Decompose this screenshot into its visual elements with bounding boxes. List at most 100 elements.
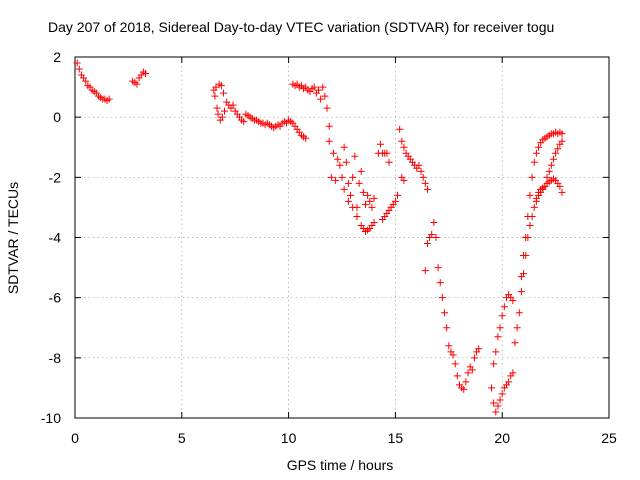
data-point bbox=[428, 230, 436, 238]
data-point bbox=[443, 324, 451, 332]
data-point bbox=[530, 203, 538, 211]
data-point bbox=[218, 113, 226, 121]
data-point bbox=[558, 137, 566, 145]
x-tick-labels: 0 5 10 15 20 25 bbox=[71, 430, 617, 446]
data-point bbox=[321, 92, 329, 100]
data-point bbox=[364, 191, 372, 199]
data-point bbox=[366, 197, 374, 205]
data-point bbox=[492, 408, 500, 416]
data-point bbox=[498, 312, 506, 320]
data-point bbox=[327, 173, 335, 181]
data-point bbox=[436, 279, 444, 287]
x-tick-label: 10 bbox=[281, 430, 297, 446]
data-points bbox=[73, 59, 566, 416]
data-point bbox=[105, 95, 113, 103]
y-tick-label: 0 bbox=[53, 109, 61, 125]
data-point bbox=[417, 167, 425, 175]
x-tick-label: 20 bbox=[494, 430, 510, 446]
data-point bbox=[359, 188, 367, 196]
x-axis-label: GPS time / hours bbox=[287, 457, 394, 473]
data-point bbox=[212, 83, 220, 91]
data-point bbox=[541, 182, 549, 190]
data-point bbox=[415, 161, 423, 169]
data-point bbox=[522, 234, 530, 241]
data-point bbox=[302, 134, 310, 142]
data-point bbox=[383, 149, 391, 157]
data-point bbox=[351, 152, 359, 160]
x-tick-label: 5 bbox=[178, 430, 186, 446]
data-point bbox=[549, 155, 557, 163]
data-point bbox=[524, 212, 532, 220]
data-point bbox=[488, 384, 496, 392]
data-point bbox=[213, 104, 221, 112]
data-point bbox=[438, 294, 446, 302]
data-point bbox=[82, 77, 90, 85]
data-point bbox=[462, 378, 470, 386]
data-point bbox=[421, 267, 429, 275]
data-point bbox=[464, 369, 472, 377]
y-tick-label: -8 bbox=[49, 350, 62, 366]
data-point bbox=[396, 125, 404, 133]
data-point bbox=[496, 396, 504, 404]
x-tick-label: 25 bbox=[601, 430, 617, 446]
x-tick-label: 15 bbox=[388, 430, 404, 446]
data-point bbox=[543, 173, 551, 181]
data-point bbox=[528, 173, 536, 181]
data-point bbox=[221, 107, 229, 115]
data-point bbox=[211, 92, 219, 100]
data-point bbox=[511, 339, 519, 347]
data-point bbox=[520, 252, 528, 260]
data-point bbox=[214, 110, 222, 118]
chart-title: Day 207 of 2018, Sidereal Day-to-day VTE… bbox=[48, 19, 554, 35]
data-point bbox=[340, 143, 348, 151]
data-point bbox=[332, 176, 340, 184]
data-point bbox=[434, 264, 442, 272]
data-point bbox=[490, 360, 498, 368]
data-point bbox=[453, 372, 461, 380]
data-point bbox=[340, 185, 348, 193]
data-point bbox=[240, 118, 248, 126]
data-point bbox=[517, 288, 525, 296]
data-point bbox=[141, 70, 149, 78]
data-point bbox=[492, 348, 500, 356]
data-point bbox=[310, 83, 318, 91]
data-point bbox=[342, 158, 350, 166]
data-point bbox=[430, 218, 438, 226]
data-point bbox=[532, 149, 540, 157]
data-point bbox=[349, 203, 357, 211]
plot-frame bbox=[74, 56, 610, 419]
data-point bbox=[475, 345, 483, 353]
data-point bbox=[317, 95, 325, 103]
data-point bbox=[323, 104, 331, 112]
data-point bbox=[368, 203, 376, 211]
data-point bbox=[400, 143, 408, 151]
data-point bbox=[545, 167, 553, 175]
data-point bbox=[217, 82, 225, 90]
data-point bbox=[496, 324, 504, 332]
data-point bbox=[468, 366, 476, 374]
data-point bbox=[513, 324, 521, 332]
data-point bbox=[423, 185, 431, 193]
data-point bbox=[432, 234, 440, 241]
data-point bbox=[325, 137, 333, 145]
data-point bbox=[394, 191, 402, 199]
data-point bbox=[344, 197, 352, 205]
data-point bbox=[470, 354, 478, 362]
y-tick-label: -2 bbox=[49, 169, 62, 185]
data-point bbox=[353, 212, 361, 220]
y-axis-label: SDTVAR / TECUs bbox=[5, 182, 21, 294]
data-point bbox=[558, 130, 566, 138]
data-point bbox=[530, 158, 538, 166]
data-point bbox=[552, 149, 560, 157]
y-tick-label: -10 bbox=[41, 410, 61, 426]
data-point bbox=[547, 161, 555, 169]
data-point bbox=[400, 176, 408, 184]
data-point bbox=[355, 179, 363, 187]
data-point bbox=[398, 137, 406, 145]
data-point bbox=[344, 179, 352, 187]
data-point bbox=[554, 145, 562, 153]
data-point bbox=[441, 309, 449, 317]
data-point bbox=[361, 200, 369, 208]
data-point bbox=[133, 80, 141, 88]
